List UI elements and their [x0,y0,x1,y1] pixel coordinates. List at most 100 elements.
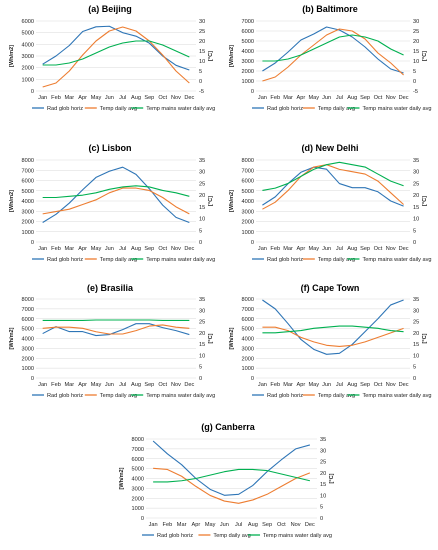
x-tick-label: Dec [305,522,315,528]
y-left-tick-label: 7000 [22,307,34,313]
y-right-tick-label: 15 [413,342,419,348]
y-left-tick-label: 4000 [242,49,254,55]
y-right-tick-label: 10 [320,493,326,499]
x-tick-label: Apr [192,522,201,528]
x-tick-label: Jun [322,382,331,388]
x-tick-label: Jul [119,95,126,101]
y-right-tick-label: 5 [413,69,416,75]
y-left-tick-label: 0 [31,376,34,382]
y-right-tick-label: 25 [199,29,205,35]
x-tick-label: Dec [399,95,409,101]
x-tick-label: Apr [297,95,306,101]
series-line-3 [262,34,404,62]
legend-label: Temp daily avg [318,393,355,399]
x-tick-label: Mar [65,246,75,252]
y-left-tick-label: 5000 [132,467,144,473]
x-tick-label: Nov [171,246,181,252]
y-right-tick-label: 30 [199,308,205,314]
panel-title: (f) Cape Town [301,283,360,293]
y-right-axis-label: [°C] [422,333,428,343]
x-tick-label: May [91,382,102,388]
series-line-2 [262,28,404,82]
y-left-tick-label: 4000 [22,199,34,205]
x-tick-label: Apr [78,246,87,252]
y-left-tick-label: 2000 [242,356,254,362]
x-tick-label: Dec [184,246,194,252]
legend-label: Temp mains water daily avg [146,257,215,263]
x-tick-label: Jun [105,246,114,252]
series-line-1 [152,440,311,496]
y-right-tick-label: 5 [199,228,202,234]
y-left-axis-label: [Wh/m2] [9,190,15,212]
y-right-tick-label: 10 [413,59,419,65]
x-tick-label: Jan [149,522,158,528]
x-tick-label: Mar [65,95,75,101]
x-tick-label: Sep [144,382,154,388]
legend-label: Rad glob horiz [267,106,303,112]
legend-label: Temp mains water daily avg [362,106,431,112]
y-left-tick-label: 4000 [242,337,254,343]
series-line-2 [262,164,404,210]
x-tick-label: Sep [144,95,154,101]
y-right-tick-label: 25 [320,460,326,466]
y-right-tick-label: 20 [199,39,205,45]
series-line-2 [42,187,190,215]
x-tick-label: Jan [258,95,267,101]
x-tick-label: Oct [158,382,167,388]
x-tick-label: Jan [38,95,47,101]
y-right-tick-label: 15 [199,205,205,211]
chart-panel-1: (a) Beijing 0 1000 2000 3000 4000 5000 6000 -5 0 5… [9,4,215,112]
x-tick-label: Sep [360,95,370,101]
y-left-axis-label: [Wh/m2] [229,190,235,212]
y-right-axis-label: [°C] [422,51,428,61]
y-left-tick-label: 3000 [22,209,34,215]
y-right-tick-label: 10 [413,217,419,223]
y-right-tick-label: 25 [413,29,419,35]
y-left-tick-label: 5000 [242,39,254,45]
y-left-tick-label: 8000 [22,297,34,303]
x-tick-label: Feb [163,522,173,528]
legend-label: Temp mains water daily avg [146,393,215,399]
x-tick-label: Aug [131,95,141,101]
legend-label: Rad glob horiz [267,393,303,399]
x-tick-label: Jun [105,95,114,101]
x-tick-label: May [308,382,319,388]
x-tick-label: May [91,95,102,101]
y-left-tick-label: 8000 [242,158,254,164]
y-right-tick-label: 25 [413,181,419,187]
y-right-axis-label: [°C] [208,51,214,61]
x-tick-label: May [91,246,102,252]
y-left-tick-label: 7000 [22,168,34,174]
y-left-tick-label: 0 [251,376,254,382]
y-left-tick-label: 5000 [22,31,34,37]
x-tick-label: Jul [119,246,126,252]
x-tick-label: Feb [51,246,61,252]
x-tick-label: Feb [270,382,280,388]
y-left-tick-label: 8000 [132,437,144,443]
y-right-tick-label: 15 [413,205,419,211]
series-line-3 [153,468,311,483]
legend-label: Rad glob horiz [267,257,303,263]
y-right-tick-label: 35 [199,158,205,164]
legend-label: Temp daily avg [100,393,137,399]
y-left-tick-label: 1000 [22,366,34,372]
series-line-3 [42,185,190,199]
chart-panel-7: (g) Canberra 0 1000 2000 3000 4000 5000 6000 700… [119,422,335,539]
y-right-tick-label: 30 [199,19,205,25]
series-line-1 [42,323,190,337]
panel-title: (b) Baltimore [302,4,358,14]
panel-title: (c) Lisbon [89,143,132,153]
series-line-1 [262,299,404,355]
x-tick-label: Jun [322,246,331,252]
x-tick-label: Aug [131,246,141,252]
y-right-tick-label: 5 [320,505,323,511]
x-tick-label: Nov [291,522,301,528]
x-tick-label: Dec [399,246,409,252]
y-right-tick-label: 10 [199,59,205,65]
x-tick-label: Oct [374,382,383,388]
x-tick-label: Jun [322,95,331,101]
x-tick-label: Mar [283,382,293,388]
y-right-tick-label: 35 [320,437,326,443]
